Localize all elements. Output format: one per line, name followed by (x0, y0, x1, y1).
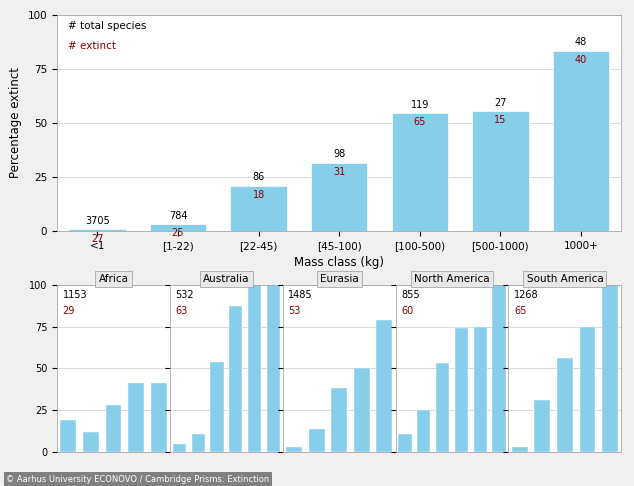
Bar (602, 285, 618, 452)
Title: Africa: Africa (98, 274, 129, 284)
Text: 15: 15 (495, 115, 507, 125)
Text: # total species: # total species (68, 21, 146, 31)
Text: 27: 27 (494, 98, 507, 107)
Text: 60: 60 (401, 307, 413, 316)
Text: 29: 29 (63, 307, 75, 316)
Bar (455, 328, 468, 452)
Bar (106, 405, 121, 452)
Bar (128, 383, 144, 452)
Text: 48: 48 (575, 37, 587, 48)
Bar (579, 327, 595, 452)
Text: 98: 98 (333, 149, 346, 159)
Text: 40: 40 (575, 55, 587, 65)
Text: 3705: 3705 (85, 216, 110, 226)
Y-axis label: Percentage extinct: Percentage extinct (9, 67, 22, 178)
Title: Australia: Australia (203, 274, 250, 284)
Text: 532: 532 (176, 290, 194, 300)
Bar (311, 162, 367, 231)
Bar (69, 229, 126, 231)
Text: # extinct: # extinct (68, 40, 117, 51)
Bar (210, 362, 224, 452)
Text: 119: 119 (411, 100, 429, 109)
Bar (309, 429, 325, 452)
Bar (248, 285, 261, 452)
Bar (534, 400, 550, 452)
Bar (60, 420, 76, 452)
Text: 25: 25 (172, 228, 184, 239)
Text: 1485: 1485 (288, 290, 313, 300)
Bar (557, 358, 573, 452)
Text: 1268: 1268 (514, 290, 539, 300)
Text: 31: 31 (333, 167, 346, 177)
Text: 63: 63 (176, 307, 188, 316)
Bar (472, 111, 529, 231)
Bar (172, 444, 186, 452)
Bar (267, 285, 280, 452)
Bar (191, 434, 205, 452)
Text: 855: 855 (401, 290, 420, 300)
Bar (377, 320, 392, 452)
Bar (151, 383, 167, 452)
Bar (474, 327, 487, 452)
Bar (150, 224, 206, 231)
Bar (436, 364, 450, 452)
Bar (354, 368, 370, 452)
Text: 65: 65 (413, 117, 426, 127)
Text: © Aarhus University ECONOVO / Cambridge Prisms: Extinction: © Aarhus University ECONOVO / Cambridge … (6, 474, 269, 484)
Bar (286, 447, 302, 452)
X-axis label: Mass class (kg): Mass class (kg) (294, 256, 384, 269)
Bar (398, 434, 411, 452)
Bar (392, 113, 448, 231)
Title: North America: North America (414, 274, 490, 284)
Text: 1153: 1153 (63, 290, 87, 300)
Bar (229, 307, 242, 452)
Bar (230, 186, 287, 231)
Text: 18: 18 (252, 190, 265, 200)
Bar (83, 432, 99, 452)
Title: South America: South America (526, 274, 604, 284)
Text: 53: 53 (288, 307, 301, 316)
Bar (332, 388, 347, 452)
Bar (512, 447, 527, 452)
Title: Eurasia: Eurasia (320, 274, 359, 284)
Text: 784: 784 (169, 211, 187, 221)
Bar (553, 51, 609, 231)
Text: 27: 27 (91, 234, 103, 244)
Text: 65: 65 (514, 307, 526, 316)
Bar (493, 285, 506, 452)
Text: 86: 86 (252, 173, 265, 182)
Bar (417, 410, 430, 452)
